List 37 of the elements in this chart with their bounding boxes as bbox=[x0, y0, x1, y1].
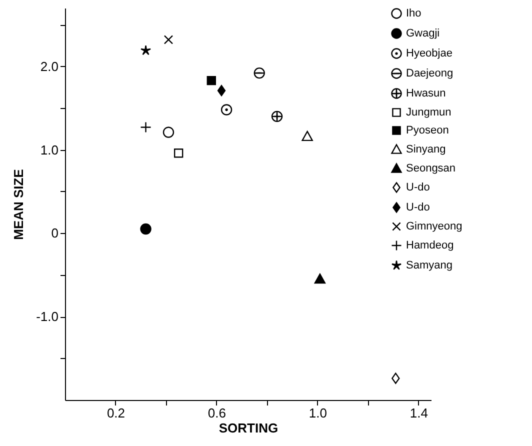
legend-label: Jungmun bbox=[406, 106, 452, 118]
point bbox=[392, 372, 400, 384]
point bbox=[271, 110, 283, 122]
point bbox=[164, 35, 174, 44]
point bbox=[254, 67, 265, 79]
point bbox=[174, 148, 184, 158]
point bbox=[220, 104, 232, 116]
legend-label: Samyang bbox=[406, 260, 452, 272]
x-tick-label: 0.2 bbox=[106, 406, 126, 420]
x-tick-label: 1.0 bbox=[308, 406, 327, 420]
x-tick-label: 1.4 bbox=[410, 406, 428, 420]
point bbox=[140, 223, 152, 235]
point bbox=[314, 273, 326, 284]
legend-label: U-do bbox=[406, 182, 430, 194]
point bbox=[206, 76, 216, 86]
x-tick-label: 0.6 bbox=[208, 406, 226, 420]
legend-label: Gimnyeong bbox=[406, 220, 462, 232]
legend-label: Hamdeog bbox=[406, 240, 454, 252]
y-tick-label: 0 bbox=[51, 226, 58, 241]
y-tick-label: 2.0 bbox=[40, 58, 58, 74]
point bbox=[302, 130, 313, 142]
legend-label: Pyoseon bbox=[406, 124, 449, 136]
legend-label: Seongsan bbox=[406, 162, 456, 174]
point bbox=[162, 126, 174, 138]
legend-label: Hyeobjae bbox=[406, 48, 452, 60]
point bbox=[217, 84, 226, 96]
legend-label: Iho bbox=[406, 8, 422, 20]
x-axis-title: SORTING bbox=[218, 420, 278, 436]
y-axis-title: MEAN SIZE bbox=[11, 168, 26, 240]
point bbox=[140, 44, 152, 56]
legend-label: Sinyang bbox=[406, 144, 446, 156]
legend-label: Hwasun bbox=[406, 88, 446, 100]
y-tick-label: -1.0 bbox=[36, 309, 58, 324]
y-tick-label: 1.0 bbox=[40, 142, 58, 158]
legend-label: Daejeong bbox=[406, 68, 454, 80]
legend-label: Gwagji bbox=[406, 28, 440, 40]
legend-label: U-do bbox=[406, 202, 430, 214]
